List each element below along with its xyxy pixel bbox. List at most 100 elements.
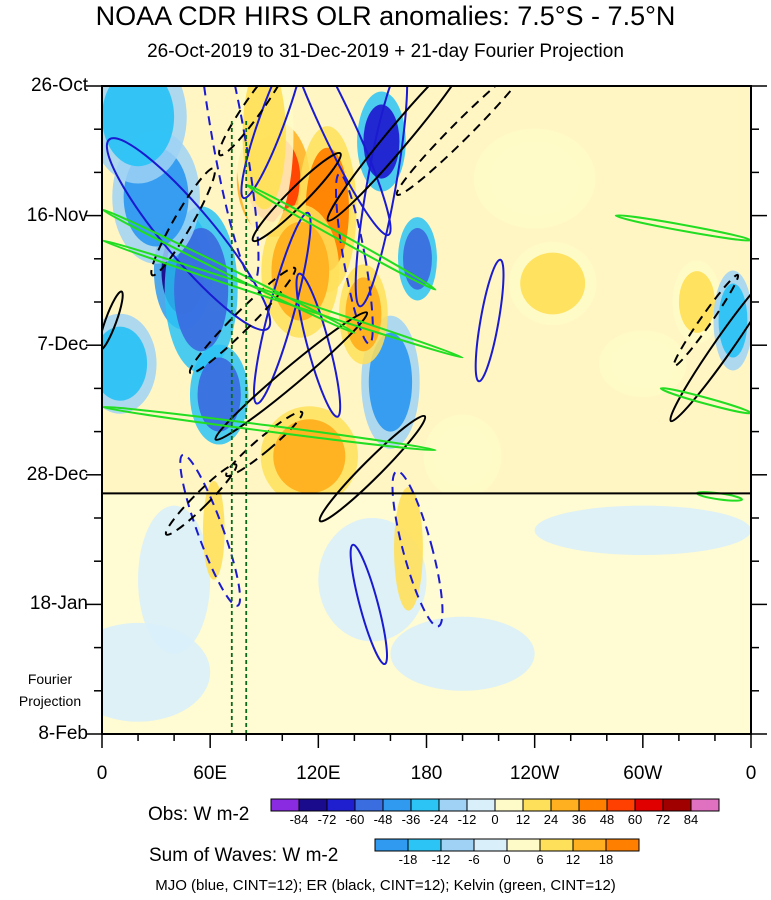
obs-blob bbox=[678, 271, 715, 333]
obs-blob bbox=[102, 86, 175, 167]
legends bbox=[270, 798, 720, 852]
obs-blob bbox=[433, 425, 492, 488]
waves-legend-swatch bbox=[572, 838, 607, 852]
er-contour bbox=[214, 311, 369, 441]
obs-legend-tick: -84 bbox=[289, 812, 309, 827]
x-tick-label: 60W bbox=[623, 763, 663, 784]
waves-legend-tick: 18 bbox=[598, 852, 614, 867]
er-contour bbox=[326, 86, 473, 222]
obs-legend-swatch bbox=[354, 798, 384, 812]
obs-legend-tick: 84 bbox=[683, 812, 699, 827]
obs-legend-tick: 36 bbox=[571, 812, 587, 827]
obs-blob bbox=[489, 141, 580, 216]
obs-blob bbox=[197, 357, 241, 432]
obs-blob bbox=[368, 332, 413, 432]
waves-legend-swatch bbox=[473, 838, 508, 852]
obs-blob bbox=[242, 86, 286, 210]
obs-legend-swatch bbox=[410, 798, 440, 812]
waves-legend-tick: -18 bbox=[398, 852, 418, 867]
obs-legend-tick: -36 bbox=[401, 812, 421, 827]
obs-legend-tick: -12 bbox=[457, 812, 477, 827]
waves-legend-tick: 6 bbox=[536, 852, 544, 867]
obs-legend-swatch bbox=[494, 798, 524, 812]
x-tick-label: 180 bbox=[410, 763, 443, 784]
obs-blob bbox=[345, 277, 382, 352]
x-tick-label: 60E bbox=[193, 763, 228, 784]
waves-legend-tick: 12 bbox=[565, 852, 581, 867]
er-contour bbox=[225, 410, 304, 478]
obs-legend-swatch bbox=[634, 798, 664, 812]
obs-legend-swatch bbox=[438, 798, 468, 812]
waves-legend-swatch bbox=[407, 838, 442, 852]
chart-title: NOAA CDR HIRS OLR anomalies: 7.5°S - 7.5… bbox=[95, 1, 676, 31]
obs-legend-tick: 48 bbox=[599, 812, 615, 827]
y-tick-label: 28-Dec bbox=[26, 463, 88, 485]
x-tick-label: 0 bbox=[96, 763, 108, 784]
projection-shade bbox=[138, 505, 211, 654]
er-contour bbox=[102, 290, 124, 351]
obs-legend-swatch bbox=[466, 798, 496, 812]
x-tick-label: 120W bbox=[509, 763, 560, 784]
obs-blob bbox=[273, 419, 346, 494]
y-tick-label: 18-Jan bbox=[29, 593, 88, 615]
mjo-contour bbox=[349, 543, 389, 666]
waves-legend-swatch bbox=[539, 838, 574, 852]
projection-shade bbox=[534, 505, 751, 556]
x-tick-label: 120E bbox=[296, 763, 341, 784]
waves-legend-title: Sum of Waves: W m-2 bbox=[149, 845, 339, 866]
obs-legend-tick: 24 bbox=[543, 812, 559, 827]
waves-legend-swatch bbox=[440, 838, 475, 852]
obs-anomaly-layer bbox=[102, 86, 751, 494]
obs-legend-swatch bbox=[326, 798, 356, 812]
kelvin-contour bbox=[102, 208, 356, 334]
projection-shade bbox=[394, 487, 423, 611]
obs-legend-tick: 72 bbox=[655, 812, 671, 827]
obs-legend-swatch bbox=[550, 798, 580, 812]
er-contour bbox=[164, 463, 238, 536]
waves-legend-tick: -6 bbox=[468, 852, 480, 867]
projection-layer bbox=[102, 480, 751, 722]
obs-legend-swatch bbox=[690, 798, 720, 812]
er-contour bbox=[672, 273, 740, 368]
obs-blob bbox=[403, 227, 432, 290]
obs-legend-swatch bbox=[578, 798, 608, 812]
waves-legend-swatch bbox=[374, 838, 409, 852]
obs-blob bbox=[520, 252, 586, 315]
obs-legend-swatch bbox=[298, 798, 328, 812]
obs-legend-tick: 0 bbox=[491, 812, 499, 827]
obs-legend-swatch bbox=[662, 798, 692, 812]
obs-legend-tick: 60 bbox=[627, 812, 643, 827]
projection-shade bbox=[202, 480, 225, 580]
x-tick-label: 0 bbox=[745, 763, 757, 784]
kelvin-contour bbox=[102, 239, 464, 359]
er-contour bbox=[251, 151, 342, 243]
mjo-contour bbox=[391, 470, 444, 628]
obs-legend-title: Obs: W m-2 bbox=[148, 804, 250, 825]
er-contour bbox=[395, 86, 530, 196]
obs-legend-tick: -72 bbox=[317, 812, 337, 827]
footer-note: MJO (blue, CINT=12); ER (black, CINT=12)… bbox=[155, 877, 616, 894]
mjo-contour bbox=[179, 453, 242, 607]
y-tick-label: 26-Oct bbox=[30, 75, 88, 96]
obs-blob bbox=[102, 326, 148, 401]
obs-legend-tick: -24 bbox=[429, 812, 449, 827]
y-tick-label: 7-Dec bbox=[37, 334, 88, 356]
obs-blob bbox=[610, 339, 676, 389]
waves-legend-tick: 0 bbox=[503, 852, 511, 867]
obs-legend-tick: -60 bbox=[345, 812, 365, 827]
mjo-contour bbox=[105, 137, 272, 332]
y-tick-label: 16-Nov bbox=[26, 204, 88, 226]
obs-blob bbox=[174, 227, 229, 352]
waves-legend-swatch bbox=[605, 838, 640, 852]
obs-legend-swatch bbox=[382, 798, 412, 812]
obs-legend-swatch bbox=[606, 798, 636, 812]
mjo-contour bbox=[354, 86, 409, 308]
mjo-contour bbox=[281, 86, 392, 237]
y-tick-label: 8-Feb bbox=[38, 723, 88, 744]
er-contour bbox=[188, 266, 297, 375]
projection-shade bbox=[390, 616, 535, 691]
mjo-contour bbox=[334, 172, 374, 345]
obs-legend-swatch bbox=[270, 798, 300, 812]
chart-subtitle: 26-Oct-2019 to 31-Dec-2019 + 21-day Four… bbox=[147, 41, 624, 62]
